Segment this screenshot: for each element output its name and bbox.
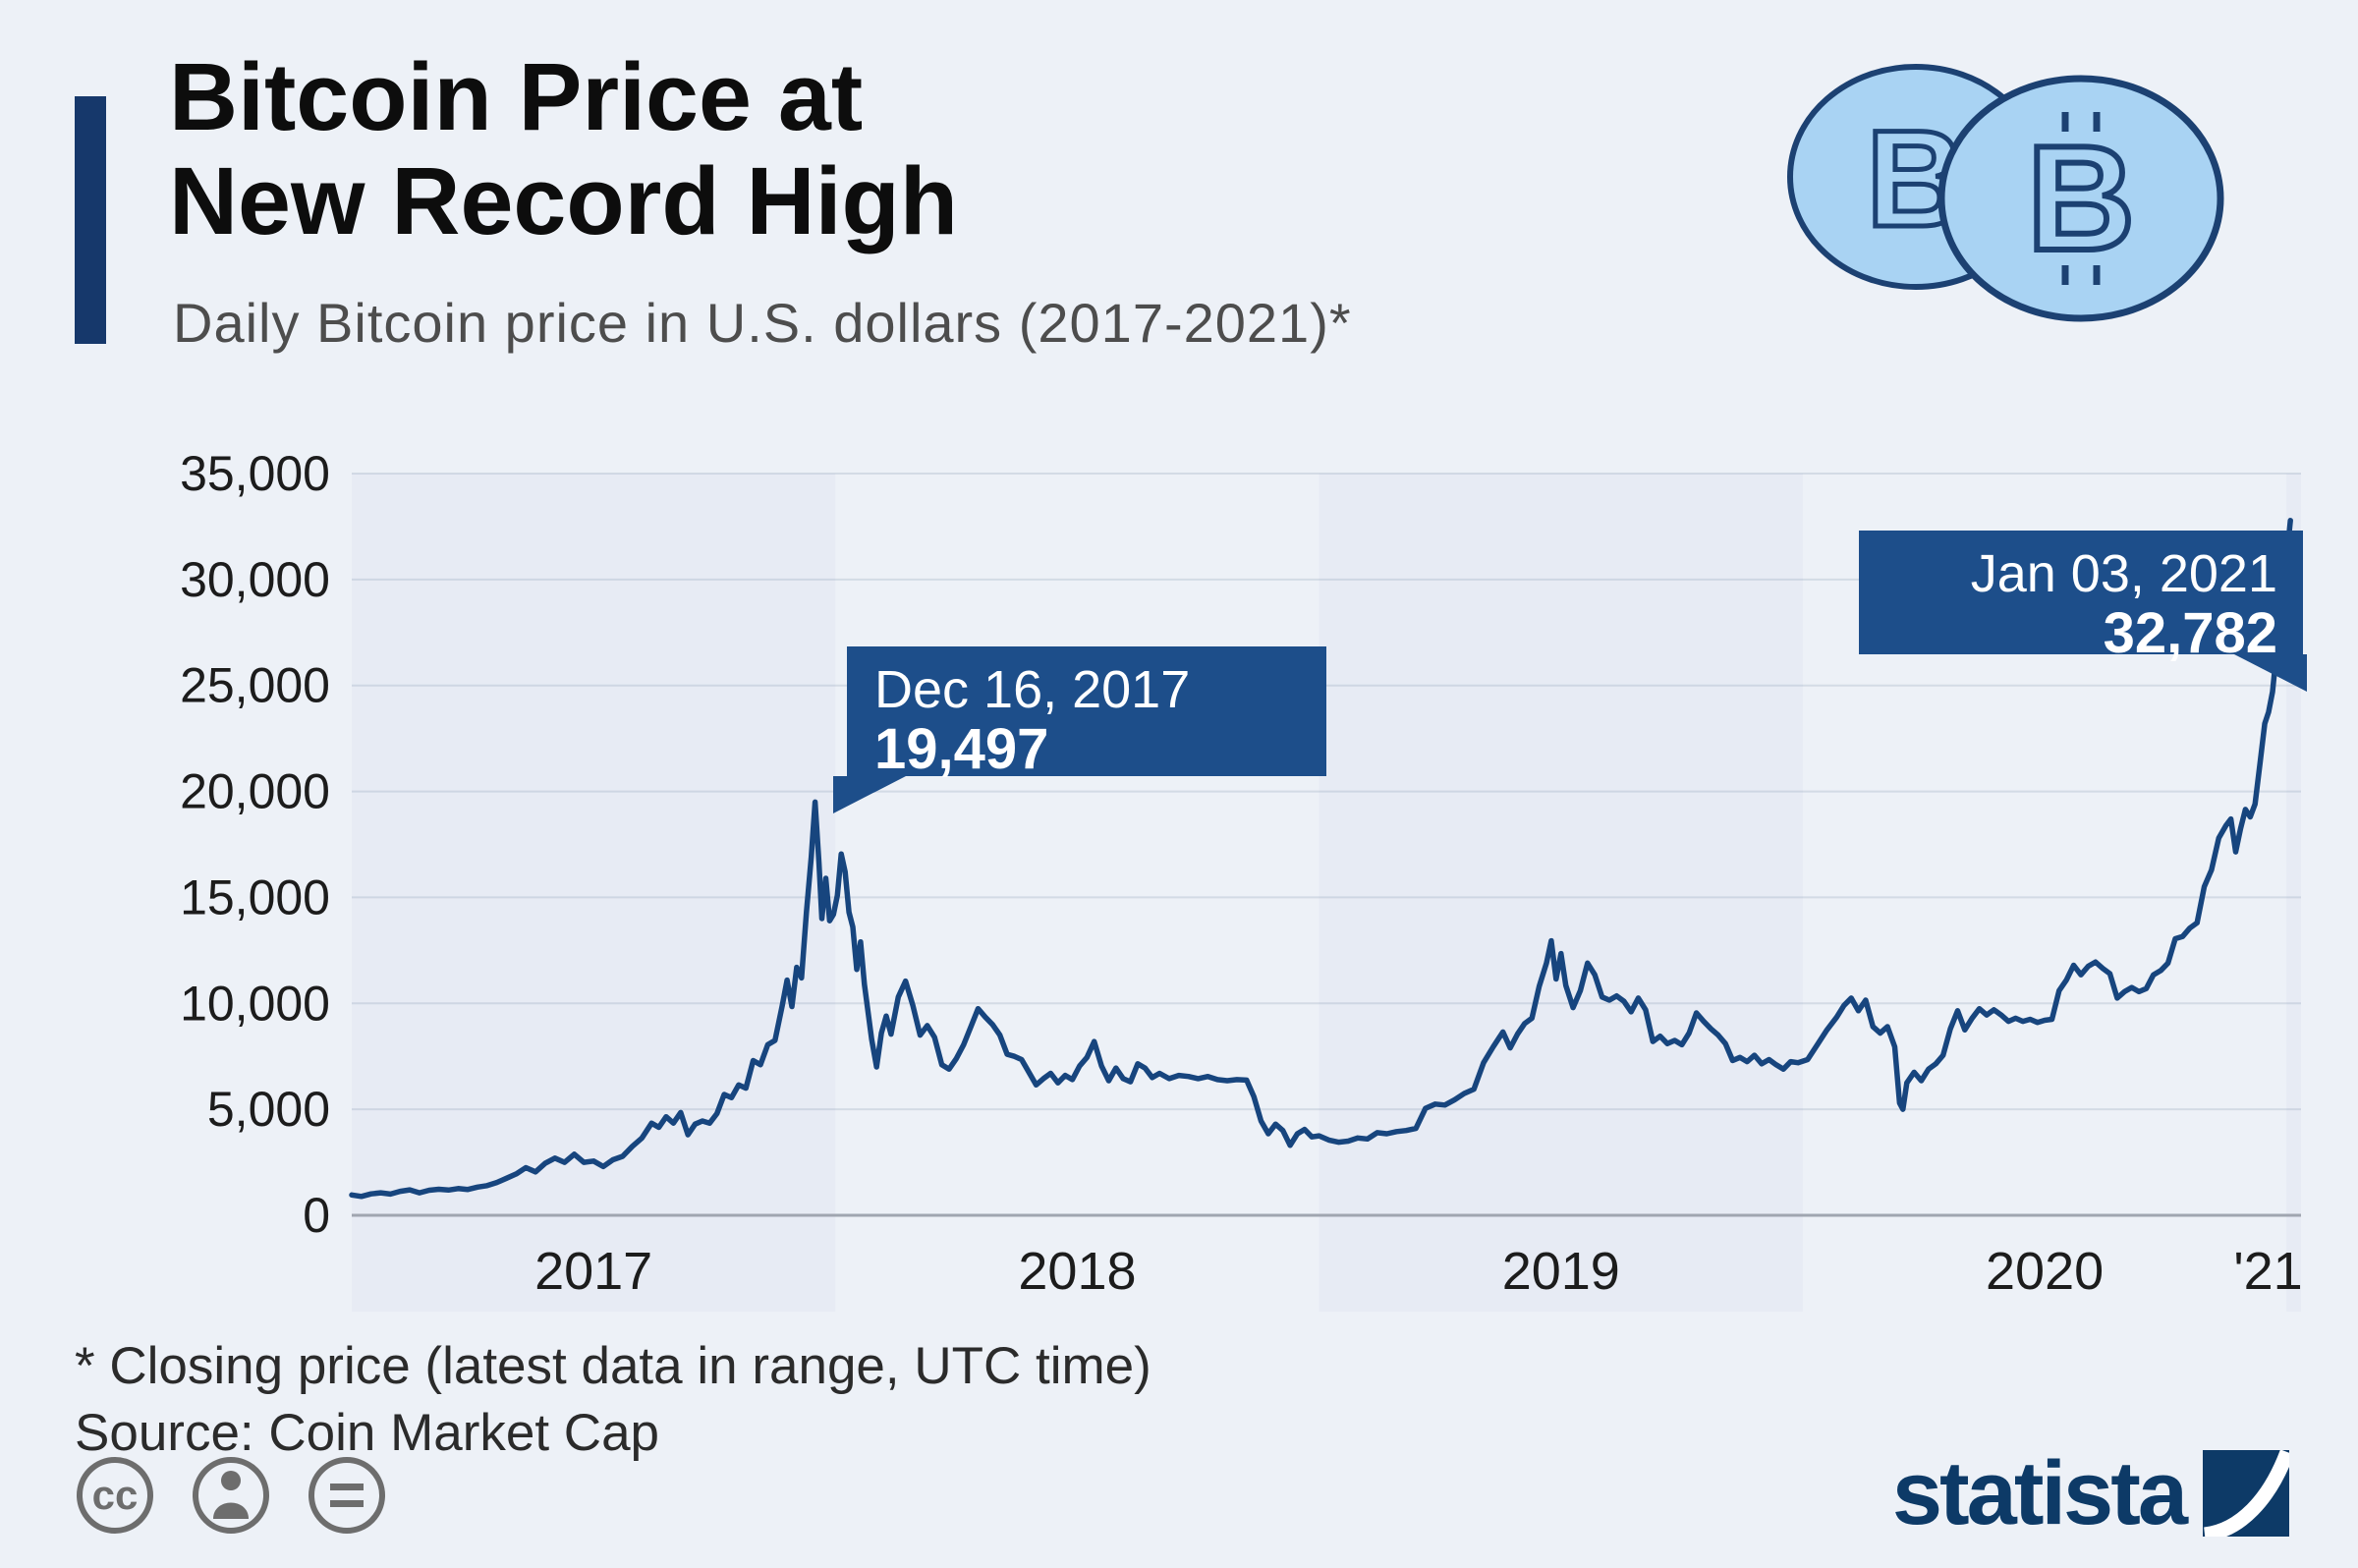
annotation-value: 32,782 — [2103, 601, 2277, 665]
annotation-jan-2021: Jan 03, 2021 32,782 — [1859, 531, 2307, 692]
annotation-value: 19,497 — [874, 717, 1049, 781]
x-tick-label: 2017 — [534, 1242, 652, 1301]
chart-subtitle: Daily Bitcoin price in U.S. dollars (201… — [173, 292, 1352, 354]
cc-icon: cc — [77, 1457, 153, 1534]
chart-source: Source: Coin Market Cap — [75, 1404, 660, 1462]
y-tick-label: 30,000 — [180, 552, 330, 607]
bitcoin-coins-icon: B B — [1749, 61, 2279, 326]
page-title-line2: New Record High — [169, 146, 959, 254]
annotation-date: Jan 03, 2021 — [1970, 544, 2277, 603]
x-tick-label: 2018 — [1018, 1242, 1136, 1301]
x-tick-label: 2020 — [1986, 1242, 2104, 1301]
year-band — [1319, 474, 1803, 1312]
title-accent-bar — [75, 96, 106, 344]
price-line-chart: 0 5,000 10,000 15,000 20,000 25,000 30,000 35,0… — [180, 446, 2303, 1312]
annotation-date: Dec 16, 2017 — [874, 660, 1191, 719]
callout-pointer — [833, 776, 906, 813]
y-tick-label: 25,000 — [180, 658, 330, 713]
statista-branding: statista — [0, 1448, 2289, 1539]
callout-pointer — [2234, 654, 2307, 692]
no-derivatives-icon — [309, 1457, 385, 1534]
page-title-line1: Bitcoin Price at — [169, 43, 864, 150]
bitcoin-price-line — [349, 518, 2293, 1200]
page-title: Bitcoin Price at New Record High — [169, 45, 958, 252]
svg-text:B: B — [2027, 115, 2135, 282]
cc-license-icons: cc — [71, 1450, 444, 1543]
statista-logo-text: statista — [1891, 1443, 2188, 1543]
y-tick-label: 15,000 — [180, 869, 330, 924]
bitcoin-coin-front: B — [1937, 75, 2224, 322]
x-tick-label: 2019 — [1502, 1242, 1620, 1301]
y-tick-label: 10,000 — [180, 976, 330, 1031]
y-tick-label: 35,000 — [180, 446, 330, 501]
y-tick-label: 5,000 — [207, 1082, 330, 1137]
annotation-dec-2017: Dec 16, 2017 19,497 — [833, 646, 1326, 813]
x-tick-label: '21 — [2233, 1242, 2302, 1301]
y-tick-label: 20,000 — [180, 764, 330, 819]
svg-text:cc: cc — [92, 1472, 139, 1518]
y-tick-label: 0 — [303, 1188, 330, 1243]
year-band — [352, 474, 836, 1312]
statista-logo-mark — [2203, 1450, 2289, 1537]
attribution-icon — [193, 1457, 269, 1534]
chart-footnote: * Closing price (latest data in range, U… — [75, 1337, 1151, 1395]
